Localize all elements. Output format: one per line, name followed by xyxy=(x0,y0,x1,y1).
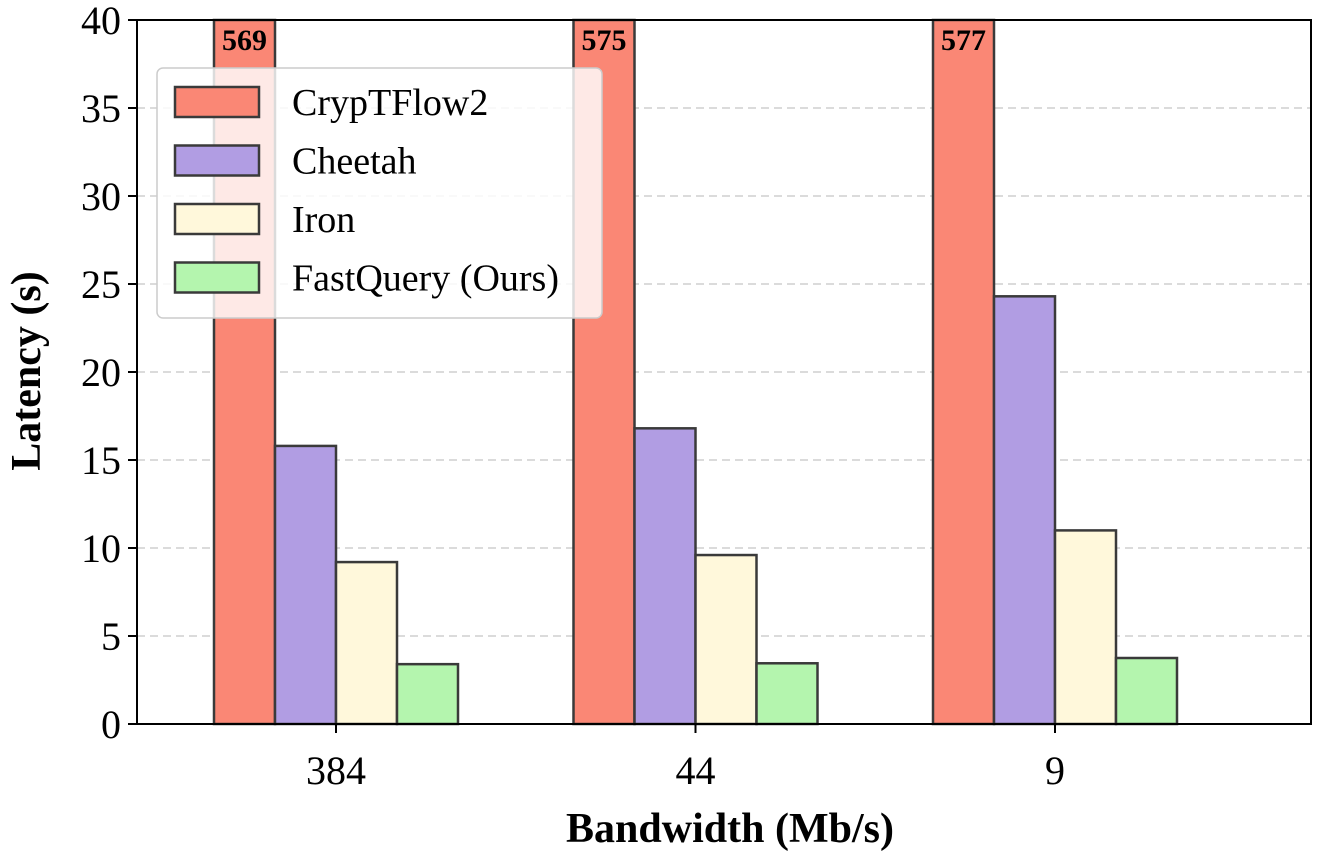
x-tick-label: 9 xyxy=(1045,748,1065,793)
legend-label-iron: Iron xyxy=(292,199,355,241)
y-axis: 0 5 10 15 20 25 30 35 40 xyxy=(81,0,137,747)
y-tick-label: 20 xyxy=(81,350,121,395)
bar-cryptflow2 xyxy=(931,18,996,726)
y-tick-label: 35 xyxy=(81,86,121,131)
y-axis-label: Latency (s) xyxy=(4,271,50,470)
bar-iron xyxy=(1053,529,1118,726)
bar-fastquery-ours xyxy=(395,662,460,726)
bar-value-labels: 569 575 577 xyxy=(222,24,986,57)
x-axis: 384 44 9 xyxy=(306,724,1065,793)
y-tick-label: 15 xyxy=(81,438,121,483)
bar-cheetah xyxy=(633,427,697,726)
x-tick-label: 44 xyxy=(676,748,716,793)
legend-label-fastquery-ours: FastQuery (Ours) xyxy=(292,258,559,300)
x-tick-label: 384 xyxy=(306,748,366,793)
legend: CrypTFlow2 Cheetah Iron FastQuery (Ours) xyxy=(156,67,603,319)
bar-cheetah xyxy=(273,444,338,726)
legend-box xyxy=(156,67,603,319)
bar-value-label: 569 xyxy=(222,24,267,57)
y-tick-label: 40 xyxy=(81,0,121,43)
legend-label-cryptflow2: CrypTFlow2 xyxy=(292,82,488,124)
legend-swatch-iron xyxy=(173,202,261,236)
bar-cheetah xyxy=(992,295,1057,726)
y-tick-label: 30 xyxy=(81,174,121,219)
y-tick-label: 5 xyxy=(101,614,121,659)
legend-label-cheetah: Cheetah xyxy=(292,141,417,183)
legend-swatch-fastquery-ours xyxy=(173,261,261,294)
bar-value-label: 577 xyxy=(941,24,986,57)
y-tick-label: 25 xyxy=(81,262,121,307)
legend-swatch-cheetah xyxy=(173,144,261,177)
y-tick-label: 10 xyxy=(81,526,121,571)
legend-swatch-cryptflow2 xyxy=(173,85,261,119)
bar-iron xyxy=(334,560,399,726)
bar-fastquery-ours xyxy=(1114,656,1179,726)
x-axis-label: Bandwidth (Mb/s) xyxy=(566,806,894,852)
y-tick-label: 0 xyxy=(101,702,121,747)
bar-fastquery-ours xyxy=(755,662,819,726)
bar-value-label: 575 xyxy=(582,24,627,57)
bar-iron xyxy=(694,553,758,726)
